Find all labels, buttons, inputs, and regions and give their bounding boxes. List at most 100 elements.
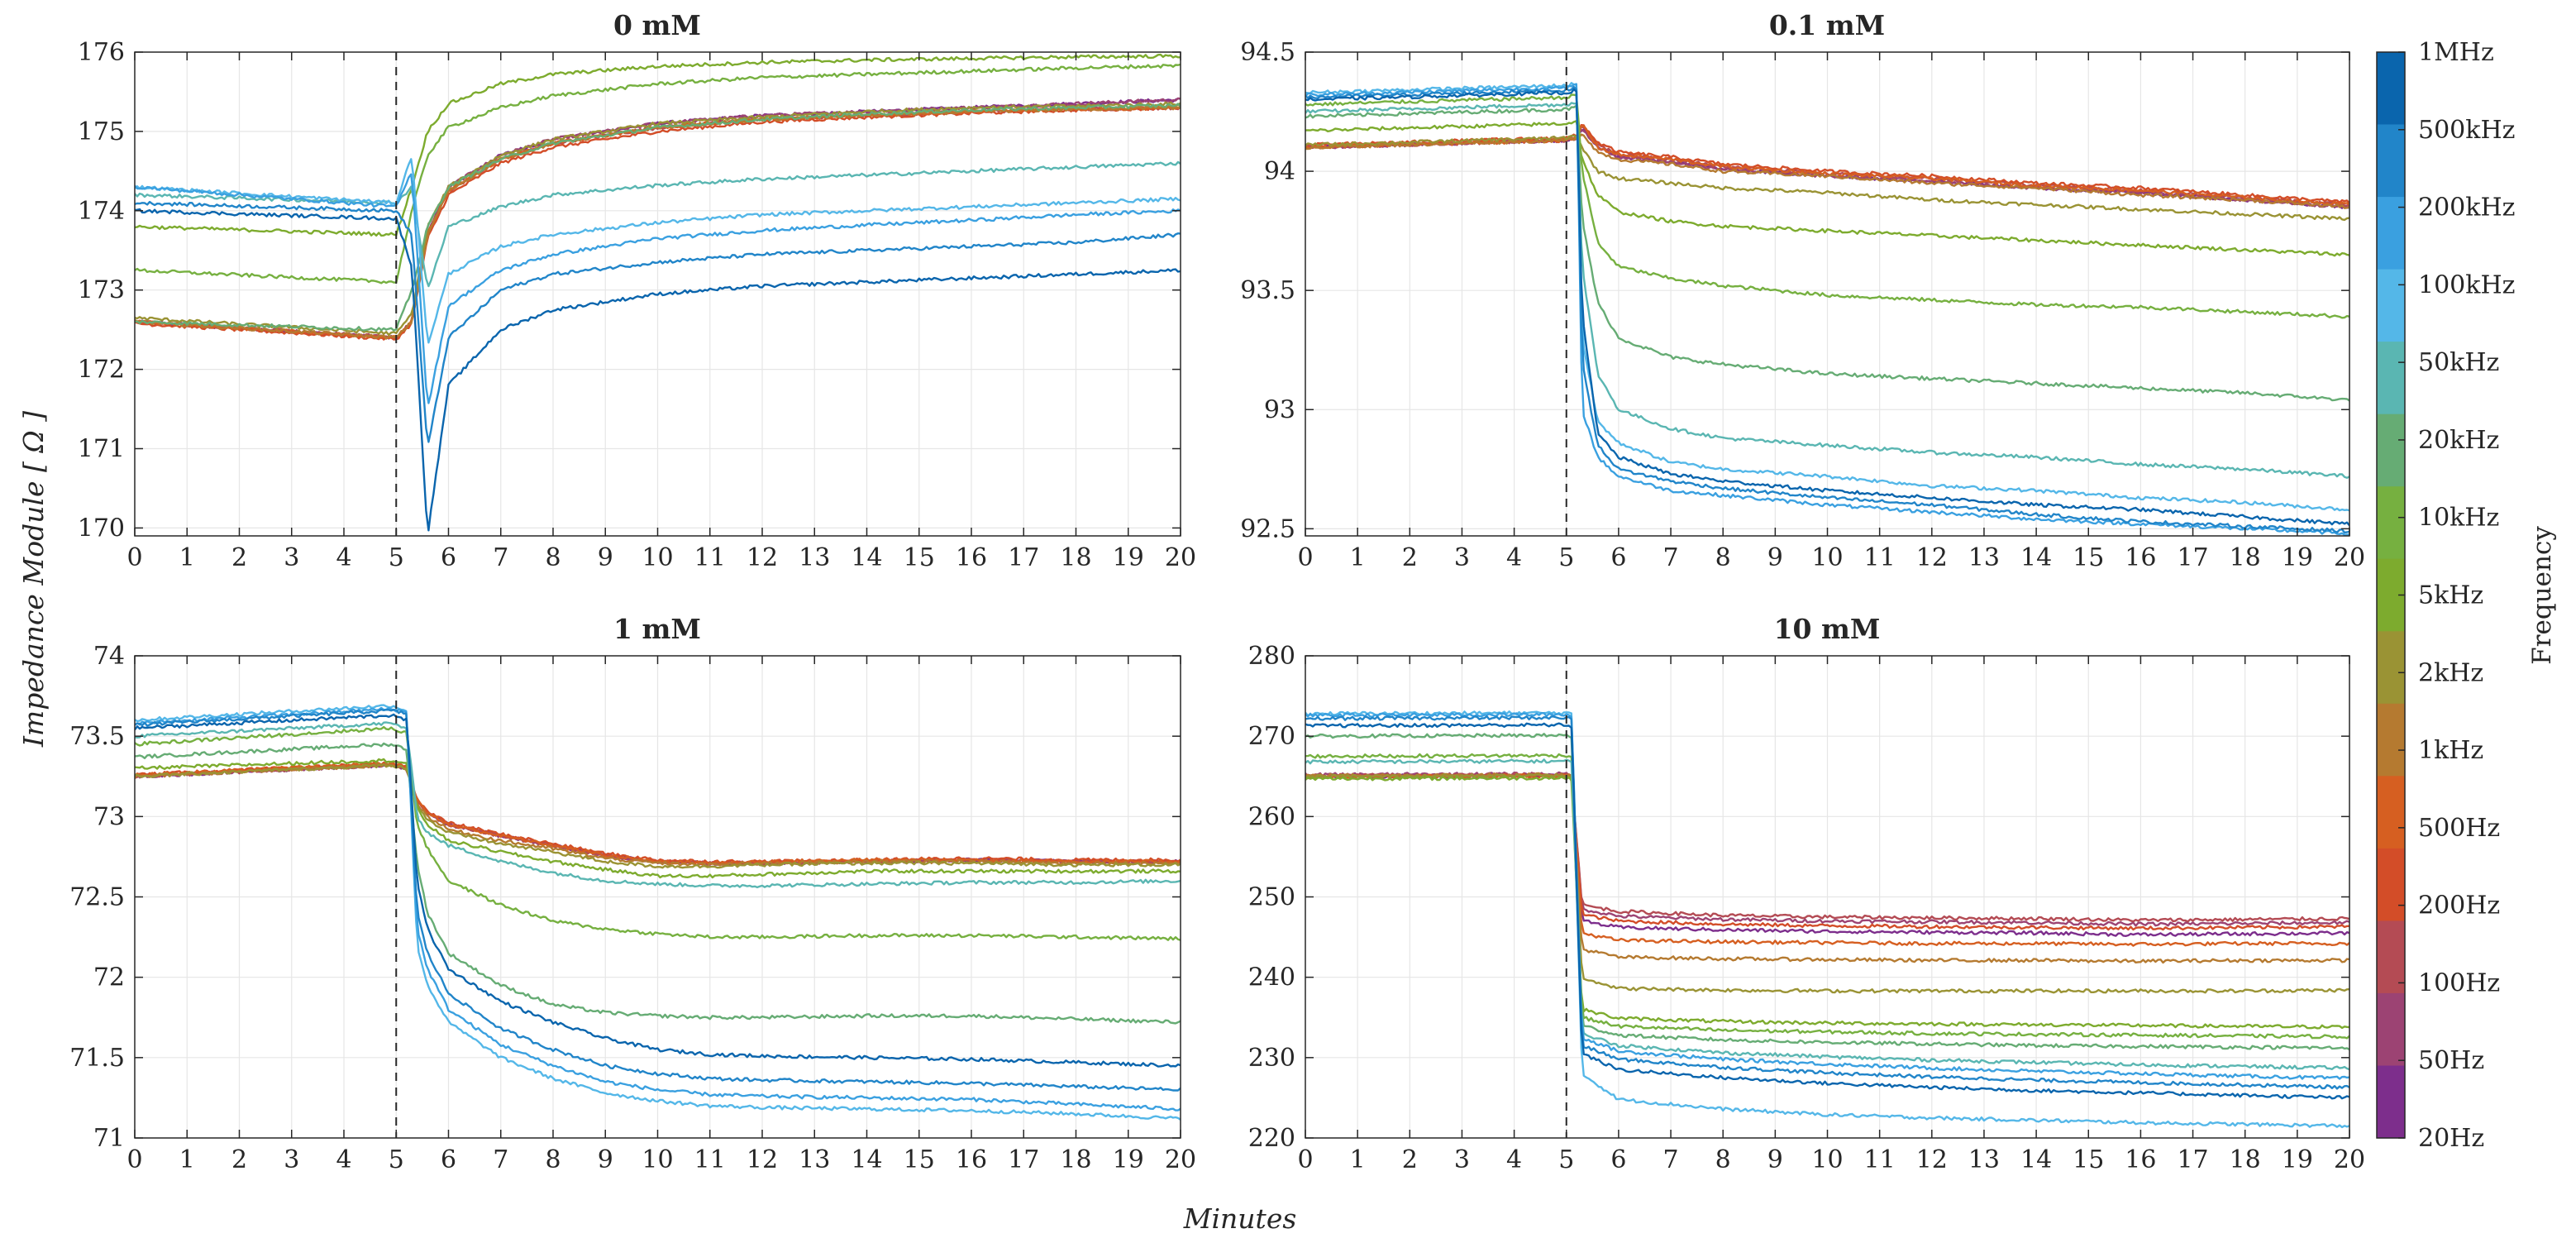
x-tick-label: 19 [1113,543,1144,572]
x-tick-label: 2 [1402,543,1418,572]
x-tick-label: 6 [441,1145,456,1174]
series-line-50kHz [135,160,1181,288]
y-tick-label: 92.5 [1240,514,1295,543]
series-line-50kHz [1305,102,2349,479]
x-tick-label: 10 [642,1145,673,1174]
gridlines [135,656,1181,1138]
x-tick-label: 5 [389,1145,404,1174]
colorbar-tick-label: 500kHz [2418,116,2515,145]
series-line-20kHz [1305,104,2349,402]
y-tick-label: 94 [1264,157,1295,186]
y-tick-label: 270 [1248,722,1295,751]
x-tick-label: 13 [1968,543,2000,572]
y-tick-label: 173 [78,276,125,305]
y-tick-label: 72 [93,963,125,992]
colorbar-tick-label: 1MHz [2418,38,2494,67]
panel-title: 10 mM [1774,613,1881,645]
x-tick-label: 0 [126,543,142,572]
colorbar-tick-label: 100Hz [2418,968,2500,997]
y-tick-label: 94.5 [1240,38,1295,67]
series-line-1MHz [1305,88,2349,527]
x-tick-label: 13 [799,1145,830,1174]
x-tick-label: 7 [1663,1145,1679,1174]
x-tick-label: 17 [1008,543,1039,572]
axis-ticks: 0 1 2 3 4 5 6 7 8 9 10 11 12 13 14 15 16 17 18 19 2092.59393… [1240,38,2365,572]
y-tick-label: 74 [93,642,125,671]
x-tick-label: 4 [336,543,351,572]
x-tick-label: 6 [441,543,456,572]
x-tick-label: 9 [1767,543,1783,572]
colorbar-swatch [2377,124,2405,198]
colorbar-title: Frequency [2527,526,2557,665]
x-tick-label: 12 [1916,1145,1948,1174]
x-tick-label: 0 [126,1145,142,1174]
x-tick-label: 16 [956,543,987,572]
x-tick-label: 7 [1663,543,1679,572]
x-tick-label: 5 [1558,1145,1574,1174]
x-tick-label: 10 [1811,543,1843,572]
y-tick-label: 170 [78,514,125,543]
series-line-1MHz [135,208,1181,532]
series-line-100kHz [1305,82,2349,512]
series-line-10kHz [135,63,1181,284]
panel-0-1mM: 0 1 2 3 4 5 6 7 8 9 10 11 12 13 14 15 16 17 18 19 2092.59393… [1240,9,2365,572]
series-line-20kHz [135,742,1181,1025]
x-tick-label: 12 [1916,543,1948,572]
series-line-1kHz [1305,772,2349,964]
y-tick-label: 171 [78,435,125,464]
x-tick-label: 4 [1506,1145,1522,1174]
series-line-20kHz [1305,733,2349,1051]
x-tick-label: 8 [1715,1145,1731,1174]
panel-0mM: 0 1 2 3 4 5 6 7 8 9 10 11 12 13 14 15 16 17 18 19 2017017117… [78,9,1196,572]
x-tick-label: 17 [1008,1145,1039,1174]
x-tick-label: 1 [1350,543,1366,572]
series-line-10kHz [1305,753,2349,1040]
series-line-50kHz [135,721,1181,889]
y-tick-label: 220 [1248,1124,1295,1153]
colorbar-swatch [2377,920,2405,994]
colorbar-swatch [2377,631,2405,705]
colorbar-tick-label: 50kHz [2418,348,2499,377]
series-line-100kHz [135,158,1181,344]
series-line-1kHz [135,105,1181,340]
colorbar-swatch [2377,414,2405,487]
x-tick-label: 4 [1506,543,1522,572]
x-tick-label: 15 [904,543,935,572]
axis-ticks: 0 1 2 3 4 5 6 7 8 9 10 11 12 13 14 15 16 17 18 19 2017017117… [78,38,1196,572]
series-line-20kHz [135,103,1181,332]
x-tick-label: 19 [2282,1145,2313,1174]
colorbar-swatch [2377,197,2405,270]
panel-title: 0.1 mM [1769,9,1885,41]
colorbar-tick-label: 200kHz [2418,194,2515,222]
series-line-2kHz [135,763,1181,869]
x-tick-label: 11 [1864,1145,1896,1174]
x-tick-label: 8 [545,1145,561,1174]
colorbar-swatch [2377,486,2405,560]
colorbar-tick-label: 1kHz [2418,736,2483,765]
panel-10mM: 0 1 2 3 4 5 6 7 8 9 10 11 12 13 14 15 16 17 18 19 2022023024… [1248,613,2365,1174]
x-tick-label: 20 [2334,543,2365,572]
x-tick-label: 8 [545,543,561,572]
y-tick-label: 250 [1248,883,1295,912]
y-tick-label: 280 [1248,642,1295,671]
colorbar-swatch [2377,1065,2405,1139]
frequency-colorbar: 1MHz 500kHz 200kHz 100kHz 50kHz 20kHz 10kHz 5kH… [2376,38,2557,1153]
gridlines [1305,656,2349,1138]
colorbar-swatch [2377,342,2405,415]
x-tick-label: 12 [747,543,778,572]
x-tick-label: 16 [2125,543,2156,572]
x-tick-label: 18 [1060,1145,1091,1174]
x-tick-label: 5 [1558,543,1574,572]
x-tick-label: 14 [851,1145,882,1174]
x-tick-label: 3 [284,1145,299,1174]
x-tick-label: 5 [389,543,404,572]
x-tick-label: 2 [231,1145,247,1174]
series-line-2kHz [135,101,1181,336]
x-tick-label: 18 [1060,543,1091,572]
series-line-5kHz [135,758,1181,879]
series-line-1MHz [135,713,1181,1068]
x-tick-label: 6 [1610,1145,1626,1174]
series-lines [1305,710,2349,1129]
x-tick-label: 7 [493,1145,508,1174]
x-tick-label: 9 [1767,1145,1783,1174]
